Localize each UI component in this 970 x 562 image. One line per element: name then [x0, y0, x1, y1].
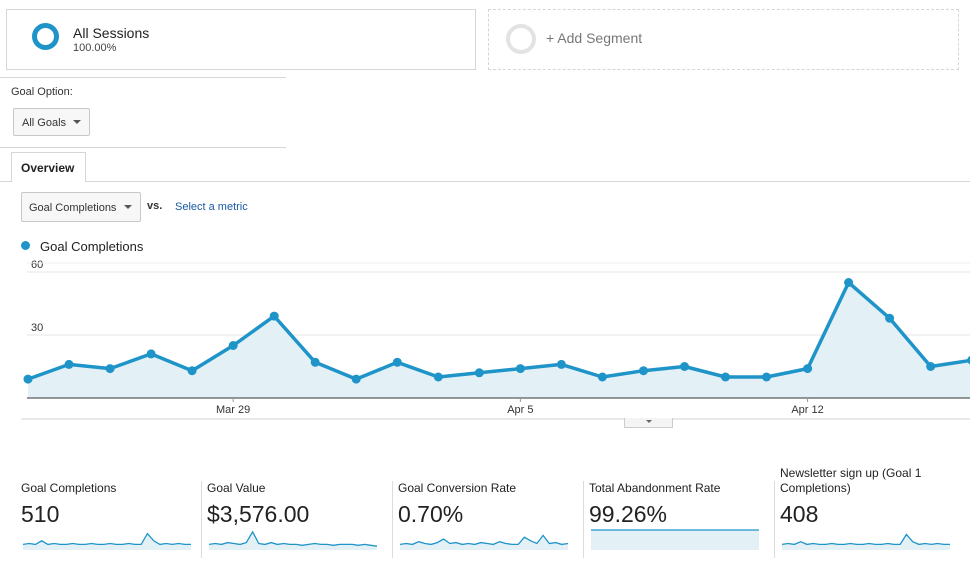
add-segment-label: + Add Segment	[546, 30, 643, 46]
tab-overview[interactable]: Overview	[11, 152, 86, 182]
divider	[0, 147, 286, 148]
sparkline	[400, 534, 568, 550]
data-point	[639, 366, 648, 376]
sparkline-area	[591, 530, 759, 550]
chevron-down-icon	[124, 205, 132, 209]
series-line	[27, 280, 970, 381]
data-point	[844, 278, 854, 287]
legend-marker	[21, 241, 30, 250]
segment-card-all-sessions[interactable]: All Sessions 100.00%	[6, 9, 476, 70]
metric-total-abandonment-rate[interactable]: Total Abandonment Rate 99.26%	[583, 463, 774, 562]
data-point	[926, 362, 936, 371]
select-metric-link[interactable]: Select a metric	[175, 201, 248, 213]
metrics-row: Goal Completions 510 Goal Value $3,576.0…	[15, 463, 970, 562]
data-point	[351, 374, 361, 384]
data-point	[433, 372, 443, 382]
metric-value: 99.26%	[589, 501, 668, 527]
series-area	[28, 282, 970, 398]
metric-newsletter-signup[interactable]: Newsletter sign up (Goal 1 Completions) …	[774, 463, 970, 562]
divider	[201, 481, 202, 558]
data-point	[146, 349, 156, 359]
tab-divider	[0, 181, 970, 182]
empty-segment-ring-icon	[506, 24, 536, 54]
data-point	[310, 357, 320, 367]
goal-completions-chart: 30 60 Mar 29 Apr 5 Apr 12	[21, 259, 970, 420]
data-point	[105, 364, 115, 374]
sparkline-line	[23, 532, 191, 546]
metric-value: $3,576.00	[207, 501, 310, 527]
legend-label: Goal Completions	[40, 239, 144, 254]
metric-dropdown-value: Goal Completions	[29, 202, 117, 214]
x-tick-label: Apr 5	[507, 404, 533, 416]
data-point	[721, 372, 730, 382]
segment-name: All Sessions	[73, 25, 150, 41]
chevron-down-icon	[646, 420, 652, 423]
metric-value: 0.70%	[398, 501, 464, 527]
segment-percent: 100.00%	[73, 42, 117, 54]
data-point	[269, 311, 279, 321]
goal-option-label: Goal Option:	[11, 86, 73, 98]
sparkline-line	[209, 530, 377, 547]
data-point	[762, 372, 771, 382]
divider	[774, 481, 775, 558]
segment-ring-icon	[32, 23, 59, 50]
data-point	[515, 364, 525, 374]
add-segment-button[interactable]: + Add Segment	[488, 9, 959, 70]
tab-overview-label: Overview	[21, 161, 75, 175]
data-point	[64, 359, 74, 369]
sparkline-line	[400, 534, 568, 546]
metric-goal-value[interactable]: Goal Value $3,576.00	[201, 463, 392, 562]
x-tick-label: Apr 12	[791, 404, 823, 416]
chevron-down-icon	[73, 120, 81, 124]
metric-value: 510	[21, 501, 60, 527]
data-point	[392, 357, 402, 367]
metric-value: 408	[780, 501, 819, 527]
sparkline-area	[400, 535, 568, 550]
sparkline	[782, 533, 950, 550]
metric-goal-conversion-rate[interactable]: Goal Conversion Rate 0.70%	[392, 463, 583, 562]
data-point	[967, 356, 970, 365]
metric-goal-completions[interactable]: Goal Completions 510	[15, 463, 201, 562]
metric-dropdown[interactable]: Goal Completions	[21, 192, 141, 222]
divider	[392, 481, 393, 558]
chart-collapse-toggle[interactable]	[624, 418, 673, 428]
y-tick-label: 60	[31, 259, 43, 271]
data-point	[885, 313, 895, 323]
x-tick-label: Mar 29	[216, 404, 250, 416]
data-point	[187, 366, 197, 376]
data-point	[680, 362, 689, 371]
data-point	[228, 341, 238, 350]
data-point	[597, 372, 607, 382]
sparkline	[23, 532, 191, 550]
metric-label: Goal Conversion Rate	[398, 481, 517, 495]
metric-label: Total Abandonment Rate	[589, 481, 721, 495]
divider	[583, 481, 584, 558]
sparkline-area	[782, 534, 950, 550]
y-tick-label: 30	[31, 322, 43, 334]
sparkline-line	[782, 533, 950, 546]
data-point	[474, 368, 484, 378]
data-point	[556, 359, 566, 369]
data-point	[803, 364, 813, 374]
goal-option-dropdown[interactable]: All Goals	[13, 108, 90, 136]
metric-label: Newsletter sign up (Goal 1 Completions)	[780, 466, 922, 495]
metric-label: Goal Completions	[21, 481, 117, 495]
sparkline	[591, 529, 759, 550]
vs-label: vs.	[147, 200, 163, 212]
metric-label: Goal Value	[207, 481, 266, 495]
goal-option-value: All Goals	[22, 117, 67, 129]
data-point	[23, 374, 33, 384]
sparkline-area	[23, 533, 191, 550]
divider	[0, 77, 286, 78]
sparkline-area	[209, 531, 377, 550]
sparkline	[209, 530, 377, 550]
